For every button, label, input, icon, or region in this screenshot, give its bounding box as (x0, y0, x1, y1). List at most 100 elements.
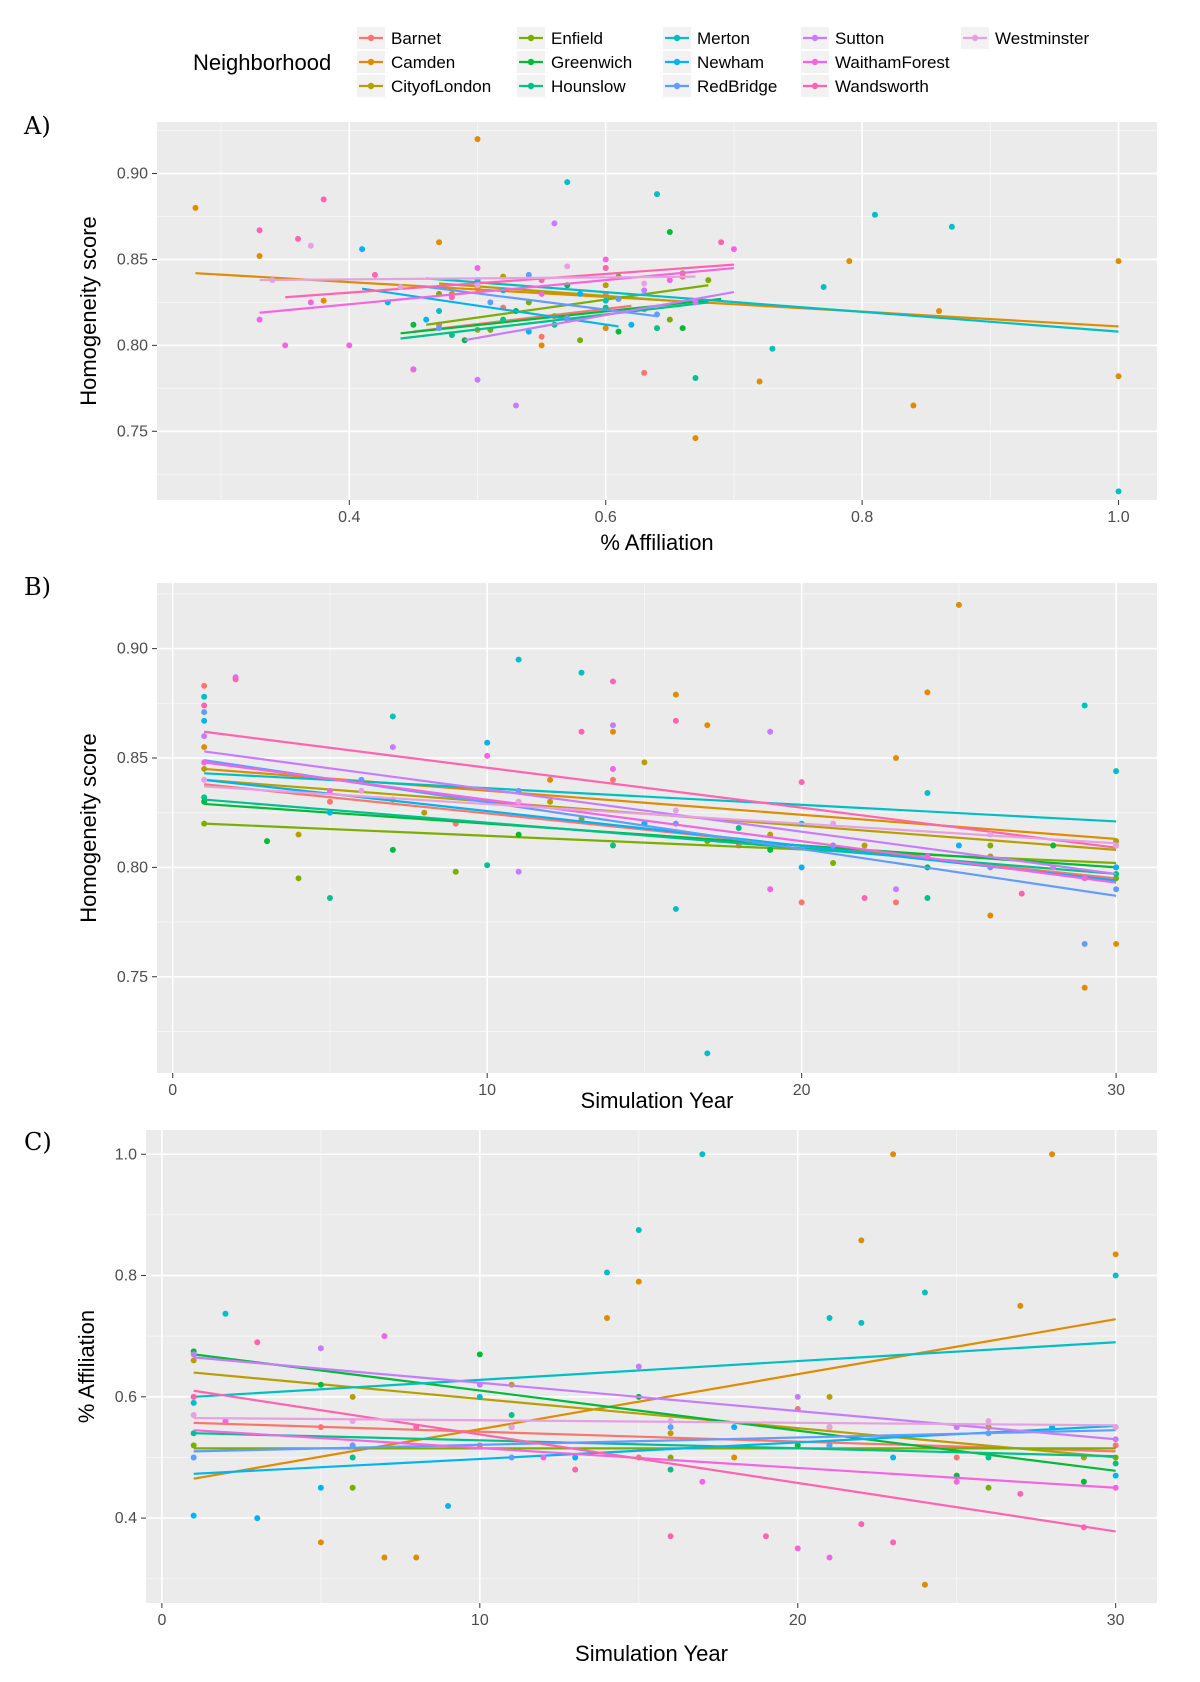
data-point (1115, 373, 1122, 380)
y-tick-label: 0.90 (117, 641, 148, 658)
data-point (1018, 890, 1025, 897)
x-tick-label: 30 (1107, 1612, 1125, 1629)
data-point (798, 864, 805, 871)
data-point (692, 435, 699, 442)
data-point (1112, 1460, 1119, 1467)
data-point (731, 1424, 738, 1431)
data-point (602, 282, 609, 289)
data-point (666, 316, 673, 323)
gridlines (157, 122, 1157, 500)
y-axis-title: Homogeneity score (76, 733, 101, 923)
data-point (577, 290, 584, 297)
trend-line (193, 1356, 1116, 1441)
data-point (254, 1339, 261, 1346)
data-point (1081, 940, 1088, 947)
legend-label: RedBridge (697, 77, 777, 96)
data-point (525, 271, 532, 278)
data-point (254, 1515, 261, 1522)
data-point (540, 1454, 547, 1461)
legend-key-point (811, 58, 819, 66)
x-axis-title: Simulation Year (581, 1088, 734, 1113)
plot-background (157, 122, 1157, 500)
data-point (628, 321, 635, 328)
data-point (603, 1269, 610, 1276)
data-point (641, 280, 648, 287)
legend-item-cityoflondon: CityofLondon (357, 75, 491, 97)
data-point (538, 342, 545, 349)
data-point (762, 1533, 769, 1540)
data-point (1112, 1272, 1119, 1279)
data-point (987, 912, 994, 919)
data-point (890, 1454, 897, 1461)
trend-line (259, 266, 735, 314)
legend-title: Neighborhood (193, 50, 331, 75)
legend-item-enfield: Enfield (517, 27, 603, 49)
data-point (317, 1484, 324, 1491)
legend-item-wandsworth: Wandsworth (801, 75, 929, 97)
data-point (767, 728, 774, 735)
data-point (487, 299, 494, 306)
data-point (1050, 842, 1057, 849)
data-point (295, 235, 302, 242)
data-point (641, 287, 648, 294)
data-point (256, 227, 263, 234)
y-tick-label: 0.90 (117, 166, 148, 183)
legend-key-point (971, 34, 979, 42)
data-point (672, 905, 679, 912)
data-point (985, 1484, 992, 1491)
data-point (201, 709, 208, 716)
data-point (1115, 488, 1122, 495)
y-tick-label: 0.4 (115, 1510, 137, 1527)
x-tick-label: 0 (157, 1612, 166, 1629)
data-point (389, 744, 396, 751)
data-point (421, 809, 428, 816)
data-point (654, 191, 660, 198)
data-point (871, 211, 878, 218)
x-axis-title: Simulation Year (575, 1641, 728, 1666)
y-tick-label: 0.75 (117, 969, 148, 986)
legend-label: Wandsworth (835, 77, 929, 96)
axes: 0 10 20 30 0.4 0.6 0.8 1.0 (115, 1146, 1125, 1629)
data-point (317, 1539, 324, 1546)
data-point (1113, 768, 1120, 775)
legend-item-camden: Camden (357, 51, 455, 73)
legend-item-westminster: Westminster (961, 27, 1089, 49)
data-point (1017, 1490, 1024, 1497)
data-point (326, 895, 333, 901)
data-point (948, 223, 955, 230)
y-tick-label: 0.80 (117, 859, 148, 876)
data-point (1113, 864, 1120, 871)
data-point (381, 1333, 388, 1340)
trend-line (204, 785, 1117, 845)
plot-background (146, 1130, 1157, 1603)
data-point (672, 691, 679, 698)
data-point (826, 1314, 833, 1321)
data-point (192, 204, 199, 211)
data-point (921, 1581, 928, 1588)
data-point (615, 328, 622, 335)
data-point (538, 333, 545, 340)
y-tick-label: 0.85 (117, 750, 148, 767)
data-point (767, 846, 774, 853)
legend-item-sutton: Sutton (801, 27, 884, 49)
trend-line (193, 1421, 1116, 1453)
data-point (699, 1478, 706, 1485)
data-point (445, 1502, 452, 1509)
data-point (858, 1319, 865, 1326)
x-tick-label: 0.8 (851, 509, 873, 526)
data-point (564, 179, 571, 186)
legend-key-point (367, 82, 375, 90)
x-tick-label: 20 (789, 1612, 807, 1629)
data-point (326, 787, 333, 794)
data-point (692, 375, 699, 382)
data-point (794, 1442, 801, 1449)
data-point (484, 752, 491, 759)
data-point (547, 776, 554, 783)
series-redbridge (426, 271, 660, 332)
data-point (666, 277, 673, 284)
data-point (190, 1399, 197, 1406)
data-point (474, 265, 481, 272)
data-point (515, 798, 522, 805)
trend-line (193, 1429, 1116, 1489)
